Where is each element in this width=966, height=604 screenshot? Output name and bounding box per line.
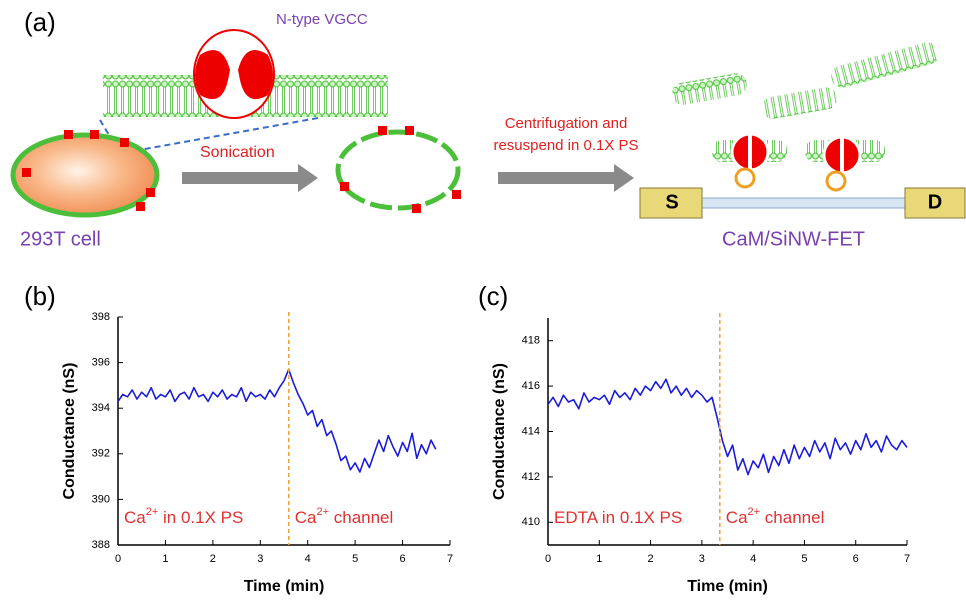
drain-electrode (904, 187, 966, 219)
y-tick-label: 416 (522, 380, 540, 392)
y-tick-label: 414 (522, 425, 540, 437)
x-tick-label: 3 (699, 553, 705, 565)
y-tick-label: 392 (92, 448, 110, 460)
x-axis-title: Time (min) (687, 578, 768, 595)
y-axis-title: Conductance (nS) (61, 363, 78, 500)
x-tick-label: 1 (162, 553, 168, 565)
bound-channel (730, 132, 862, 192)
channel-dots (22, 130, 155, 211)
y-tick-label: 388 (92, 539, 110, 551)
x-tick-label: 0 (545, 553, 551, 565)
panel-label: (b) (24, 281, 56, 311)
y-axis-title: Conductance (nS) (491, 363, 508, 500)
data-line (117, 368, 437, 473)
calmodulin (672, 42, 939, 162)
annotation-superscript: 2+ (748, 506, 761, 518)
annotation-text: channel (329, 508, 393, 527)
step-label: resuspend in 0.1X PS (493, 137, 638, 154)
x-tick-label: 2 (648, 553, 654, 565)
x-tick-label: 3 (257, 553, 263, 565)
x-tick-label: 4 (305, 553, 311, 565)
device-label: CaM/SiNW-FET (722, 228, 865, 250)
annotation: EDTA in 0.1X PS (554, 508, 682, 527)
x-tick-label: 0 (115, 553, 121, 565)
y-tick-label: 394 (92, 402, 110, 414)
annotation-text: EDTA in 0.1X PS (554, 508, 682, 527)
panel-label: (c) (478, 281, 508, 311)
electrode-label: S (665, 191, 678, 213)
annotation-superscript: 2+ (146, 506, 159, 518)
electrode-label: D (928, 191, 942, 213)
y-tick-label: 390 (92, 493, 110, 505)
annotation-text: Ca (124, 508, 146, 527)
x-tick-label: 5 (352, 553, 358, 565)
y-tick-label: 396 (92, 357, 110, 369)
channel (193, 29, 275, 119)
cell (10, 132, 160, 218)
annotation-text: Ca (295, 508, 317, 527)
data-line (547, 378, 908, 476)
annotation: Ca2+ in 0.1X PS (124, 506, 243, 528)
annotation-text: channel (760, 508, 824, 527)
annotation-text: Ca (726, 508, 748, 527)
x-tick-label: 7 (904, 553, 910, 565)
x-tick-label: 1 (596, 553, 602, 565)
annotation-text: in 0.1X PS (158, 508, 243, 527)
y-tick-label: 412 (522, 471, 540, 483)
y-tick-label: 418 (522, 335, 540, 347)
y-tick-label: 410 (522, 516, 540, 528)
channel-label: N-type VGCC (276, 11, 368, 28)
channel-dots (340, 126, 461, 213)
annotation: Ca2+ channel (726, 506, 825, 528)
step-label: Centrifugation and (505, 115, 628, 132)
arrow (182, 164, 318, 192)
nanowire (699, 197, 911, 209)
arrow (498, 164, 634, 192)
x-tick-label: 6 (853, 553, 859, 565)
cell-label: 293T cell (20, 228, 101, 250)
source-electrode (639, 187, 703, 219)
zoom-line (99, 119, 119, 151)
vesicle (335, 129, 461, 211)
x-tick-label: 7 (447, 553, 453, 565)
panel-label: (a) (24, 7, 56, 37)
annotation: Ca2+ channel (295, 506, 394, 528)
zoom-line (127, 117, 319, 153)
x-tick-label: 6 (400, 553, 406, 565)
x-tick-label: 4 (750, 553, 756, 565)
x-tick-label: 2 (210, 553, 216, 565)
x-tick-label: 5 (801, 553, 807, 565)
annotation-superscript: 2+ (316, 506, 329, 518)
step-label: Sonication (200, 144, 275, 161)
y-tick-label: 398 (92, 311, 110, 323)
x-axis-title: Time (min) (244, 578, 325, 595)
